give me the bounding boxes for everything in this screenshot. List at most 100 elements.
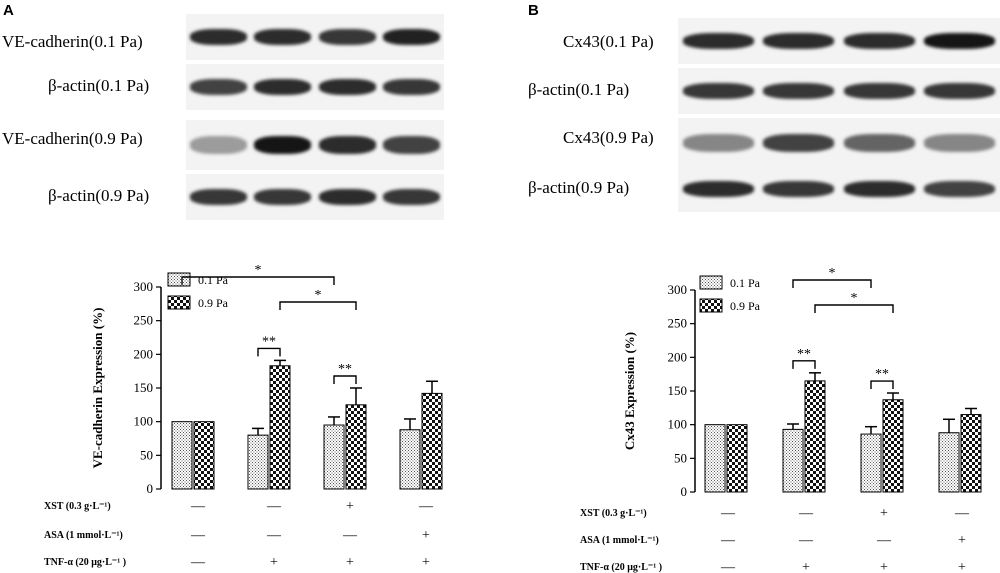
blot-band — [318, 136, 376, 154]
treatment-label: XST (0.3 g·L⁻¹) — [580, 508, 647, 519]
significance-label: ** — [262, 334, 276, 349]
panel-letter-a: A — [3, 2, 14, 19]
bar — [193, 421, 215, 490]
bar — [247, 434, 269, 490]
blot-band — [318, 28, 376, 46]
blot-label-a-3: VE-cadherin(0.9 Pa) — [2, 129, 143, 148]
significance-label: ** — [338, 362, 352, 377]
treatment-mark: + — [880, 560, 888, 573]
blot-band — [189, 188, 247, 206]
y-tick-label: 0 — [681, 484, 688, 499]
legend-swatch — [699, 275, 723, 290]
blot-band — [318, 78, 376, 96]
blot-label-b-3: Cx43(0.9 Pa) — [563, 128, 654, 147]
significance-label: * — [829, 266, 836, 281]
bar — [726, 424, 748, 493]
y-tick-label: 0 — [147, 481, 154, 496]
significance-bracket — [870, 380, 894, 390]
blot-band — [843, 32, 915, 50]
blot-label-b-1: Cx43(0.1 Pa) — [563, 32, 654, 51]
treatment-mark: + — [958, 533, 966, 548]
bar — [269, 365, 291, 490]
treatment-mark: — — [798, 506, 814, 521]
treatment-mark: + — [880, 506, 888, 521]
y-tick-label: 150 — [134, 380, 154, 395]
panel-letter-b: B — [528, 2, 539, 19]
blot-band — [189, 136, 247, 154]
significance-label: * — [315, 288, 322, 303]
y-tick-label: 100 — [134, 414, 154, 429]
blot-band — [763, 134, 835, 152]
bar — [938, 432, 960, 493]
western-blot-a-1 — [186, 14, 444, 60]
legend-swatch — [167, 272, 191, 287]
treatment-mark: — — [720, 533, 736, 548]
blot-band — [318, 188, 376, 206]
bar — [860, 433, 882, 493]
treatment-mark: + — [422, 528, 430, 543]
legend-label: 0.9 Pa — [730, 299, 761, 313]
significance-bracket — [792, 279, 872, 288]
treatment-mark: — — [720, 560, 736, 573]
treatment-mark: — — [266, 528, 282, 543]
y-axis-label: Cx43 Expression (%) — [622, 332, 637, 450]
blot-band — [763, 180, 835, 198]
blot-band — [383, 136, 441, 154]
bar — [421, 392, 443, 490]
blot-band — [254, 78, 312, 96]
blot-band — [682, 134, 754, 152]
blot-band — [843, 134, 915, 152]
bar — [323, 424, 345, 490]
blot-band — [763, 82, 835, 100]
treatment-mark: + — [802, 560, 810, 573]
treatment-mark: — — [342, 528, 358, 543]
bar — [960, 414, 982, 493]
legend-label: 0.1 Pa — [730, 276, 761, 290]
bar — [882, 399, 904, 493]
significance-label: * — [255, 263, 262, 278]
blot-band — [383, 78, 441, 96]
blot-band — [254, 28, 312, 46]
western-blot-b-3 — [678, 118, 1000, 168]
bar — [782, 428, 804, 493]
western-blot-a-3 — [186, 120, 444, 170]
y-tick-label: 250 — [668, 316, 688, 331]
treatment-mark: + — [422, 555, 430, 570]
significance-bracket — [333, 375, 357, 384]
bar — [345, 404, 367, 490]
blot-band — [924, 134, 996, 152]
bar — [704, 424, 726, 493]
legend-swatch — [699, 298, 723, 313]
treatment-label: TNF-α (20 μg·L⁻¹ ) — [44, 557, 126, 568]
significance-bracket — [279, 301, 357, 310]
western-blot-b-2 — [678, 68, 1000, 114]
blot-band — [924, 180, 996, 198]
treatment-label: ASA (1 mmol·L⁻¹) — [44, 530, 123, 541]
blot-label-a-2: β-actin(0.1 Pa) — [48, 76, 150, 95]
y-tick-label: 100 — [668, 417, 688, 432]
blot-band — [189, 78, 247, 96]
treatment-mark: — — [190, 499, 206, 514]
blot-band — [924, 32, 996, 50]
treatment-mark: — — [418, 499, 434, 514]
blot-label-a-4: β-actin(0.9 Pa) — [48, 186, 150, 205]
bar — [171, 421, 193, 490]
treatment-mark: — — [190, 555, 206, 570]
treatment-mark: + — [958, 560, 966, 573]
significance-label: * — [851, 291, 858, 306]
bar — [399, 429, 421, 490]
blot-band — [763, 32, 835, 50]
y-tick-label: 50 — [140, 447, 153, 462]
treatment-mark: — — [798, 533, 814, 548]
significance-label: ** — [797, 347, 811, 362]
significance-bracket — [181, 276, 335, 285]
blot-band — [682, 32, 754, 50]
y-tick-label: 200 — [134, 346, 154, 361]
treatment-label: TNF-α (20 μg·L⁻¹ ) — [580, 562, 662, 573]
blot-band — [189, 28, 247, 46]
legend-swatch — [167, 295, 191, 310]
blot-band — [843, 82, 915, 100]
significance-label: ** — [875, 367, 889, 382]
western-blot-b-4 — [678, 166, 1000, 212]
